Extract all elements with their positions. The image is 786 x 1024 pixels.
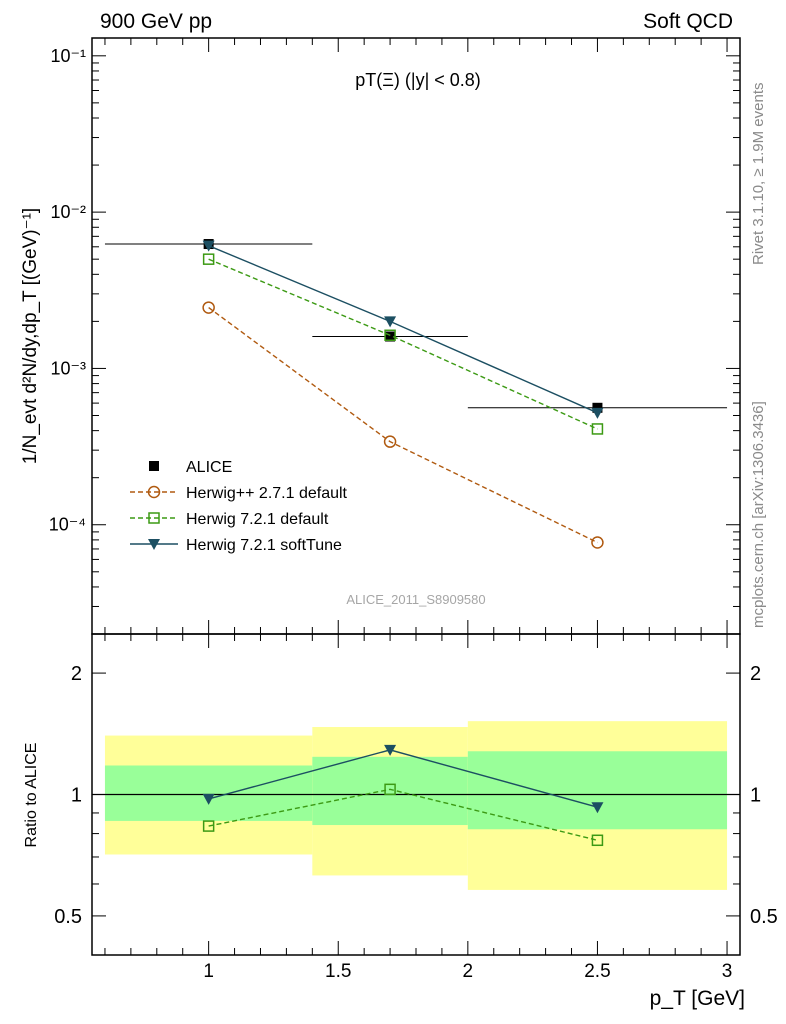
ratio-series [202, 744, 604, 847]
ratio-y-tick-label: 2 [71, 663, 82, 685]
ratio-band-green [104, 765, 313, 821]
legend-marker [147, 485, 161, 499]
ratio-y-tick-label: 0.5 [54, 906, 82, 928]
main-panel: pT(Ξ) (|y| < 0.8) ALICE_2011_S8909580 1/… [20, 37, 741, 635]
main-data-point [384, 316, 397, 328]
main-data-point [202, 253, 215, 265]
rivet-version-label: Rivet 3.1.10, ≥ 1.9M events [750, 83, 767, 266]
main-data-point [592, 402, 603, 413]
ratio-band-green [312, 756, 468, 826]
legend-label: Herwig++ 2.7.1 default [186, 485, 348, 502]
main-series [104, 239, 728, 549]
main-data-point [591, 423, 604, 435]
legend-label: Herwig 7.2.1 softTune [186, 537, 342, 554]
main-data-point [591, 407, 604, 419]
main-plot-title: pT(Ξ) (|y| < 0.8) [355, 70, 481, 90]
ratio-x-axis-label: p_T [GeV] [650, 987, 745, 1010]
main-data-point [385, 331, 396, 342]
main-data-point [202, 240, 215, 252]
main-data-point [384, 329, 396, 342]
legend-label: ALICE [186, 459, 232, 476]
ratio-data-point [202, 820, 215, 832]
legend-marker [148, 512, 160, 524]
main-axes: 10⁻¹ 10⁻² 10⁻³ 10⁻⁴ [49, 38, 740, 635]
main-series-line-1 [208, 307, 598, 544]
ratio-x-tick-label: 3 [722, 961, 733, 982]
main-y-tick-label: 10⁻⁴ [49, 515, 86, 535]
ratio-y-tick-label-right: 0.5 [750, 906, 778, 928]
ratio-axes: 2 2 1 1 0.5 0.5 1 1.5 2 2.5 3 [54, 634, 778, 982]
legend-marker [149, 461, 159, 471]
ratio-data-point [202, 793, 215, 805]
header-left: 900 GeV pp [100, 10, 212, 33]
main-data-point [383, 435, 397, 448]
ratio-data-point [384, 744, 397, 756]
main-y-tick-label: 10⁻¹ [50, 46, 86, 66]
ratio-y-axis-label: Ratio to ALICE [23, 743, 40, 848]
ratio-x-tick-label: 2.5 [584, 961, 610, 982]
main-series-line-3 [208, 245, 598, 414]
main-watermark: ALICE_2011_S8909580 [346, 592, 485, 607]
ratio-y-tick-label-right: 1 [750, 785, 761, 807]
ratio-data-point [384, 783, 396, 796]
header-right: Soft QCD [643, 10, 733, 33]
ratio-data-point [591, 834, 604, 847]
ratio-y-tick-label-right: 2 [750, 663, 761, 685]
ratio-bands [104, 721, 728, 890]
ratio-data-point [591, 802, 604, 814]
main-y-axis-label: 1/N_evt d²N/dy,dp_T [(GeV)⁻¹] [20, 208, 41, 464]
main-y-tick-label: 10⁻³ [50, 358, 86, 378]
main-series-line-2 [208, 258, 598, 430]
ratio-x-tick-label: 2 [463, 961, 474, 982]
ratio-x-tick-label: 1.5 [325, 961, 351, 982]
ratio-x-tick-label: 1 [203, 961, 214, 982]
main-data-point [591, 536, 604, 549]
ratio-y-tick-label: 1 [71, 785, 82, 807]
main-y-tick-label: 10⁻² [50, 202, 86, 222]
main-legend: ALICE Herwig++ 2.7.1 default Herwig 7.2.1 … [130, 459, 348, 554]
legend-marker [148, 539, 160, 550]
legend-label: Herwig 7.2.1 default [186, 511, 329, 528]
ratio-series-line-0 [208, 788, 598, 841]
mcplots-label: mcplots.cern.ch [arXiv:1306.3436] [750, 401, 767, 628]
ratio-panel: Ratio to ALICE p_T [GeV] 2 21 10.5 0.51 1.5 2… [23, 633, 778, 1010]
main-data-point [202, 301, 215, 314]
ratio-band-green [467, 751, 728, 830]
